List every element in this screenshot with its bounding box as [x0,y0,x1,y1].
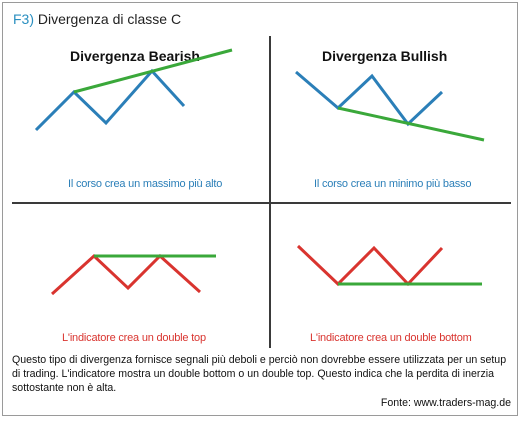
bearish-title: Divergenza Bearish [70,48,200,64]
bullish-title: Divergenza Bullish [322,48,448,64]
figure-title: F3) Divergenza di classe C [13,11,181,27]
double-bottom-caption: L'indicatore crea un double bottom [310,332,472,344]
figure-code: F3) [13,11,34,27]
vertical-divider [269,36,271,348]
description-text: Questo tipo di divergenza fornisce segna… [12,354,507,394]
bearish-trendline [73,48,233,94]
double-top-caption: L'indicatore crea un double top [62,332,206,344]
double-bottom-line [296,244,444,287]
figure-title-text: Divergenza di classe C [37,11,182,27]
bearish-price-line [34,68,186,132]
bullish-caption: Il corso crea un minimo più basso [314,178,472,190]
bullish-trendline [337,106,485,142]
horizontal-divider [12,202,511,204]
diagram-grid: Divergenza Bearish Divergenza Bullish Il… [12,36,511,348]
bearish-caption: Il corso crea un massimo più alto [68,178,223,190]
double-top-line [50,253,202,296]
source-credit: Fonte: www.traders-mag.de [380,397,511,409]
bullish-price-line [295,70,444,127]
divergence-diagrams [34,48,485,296]
